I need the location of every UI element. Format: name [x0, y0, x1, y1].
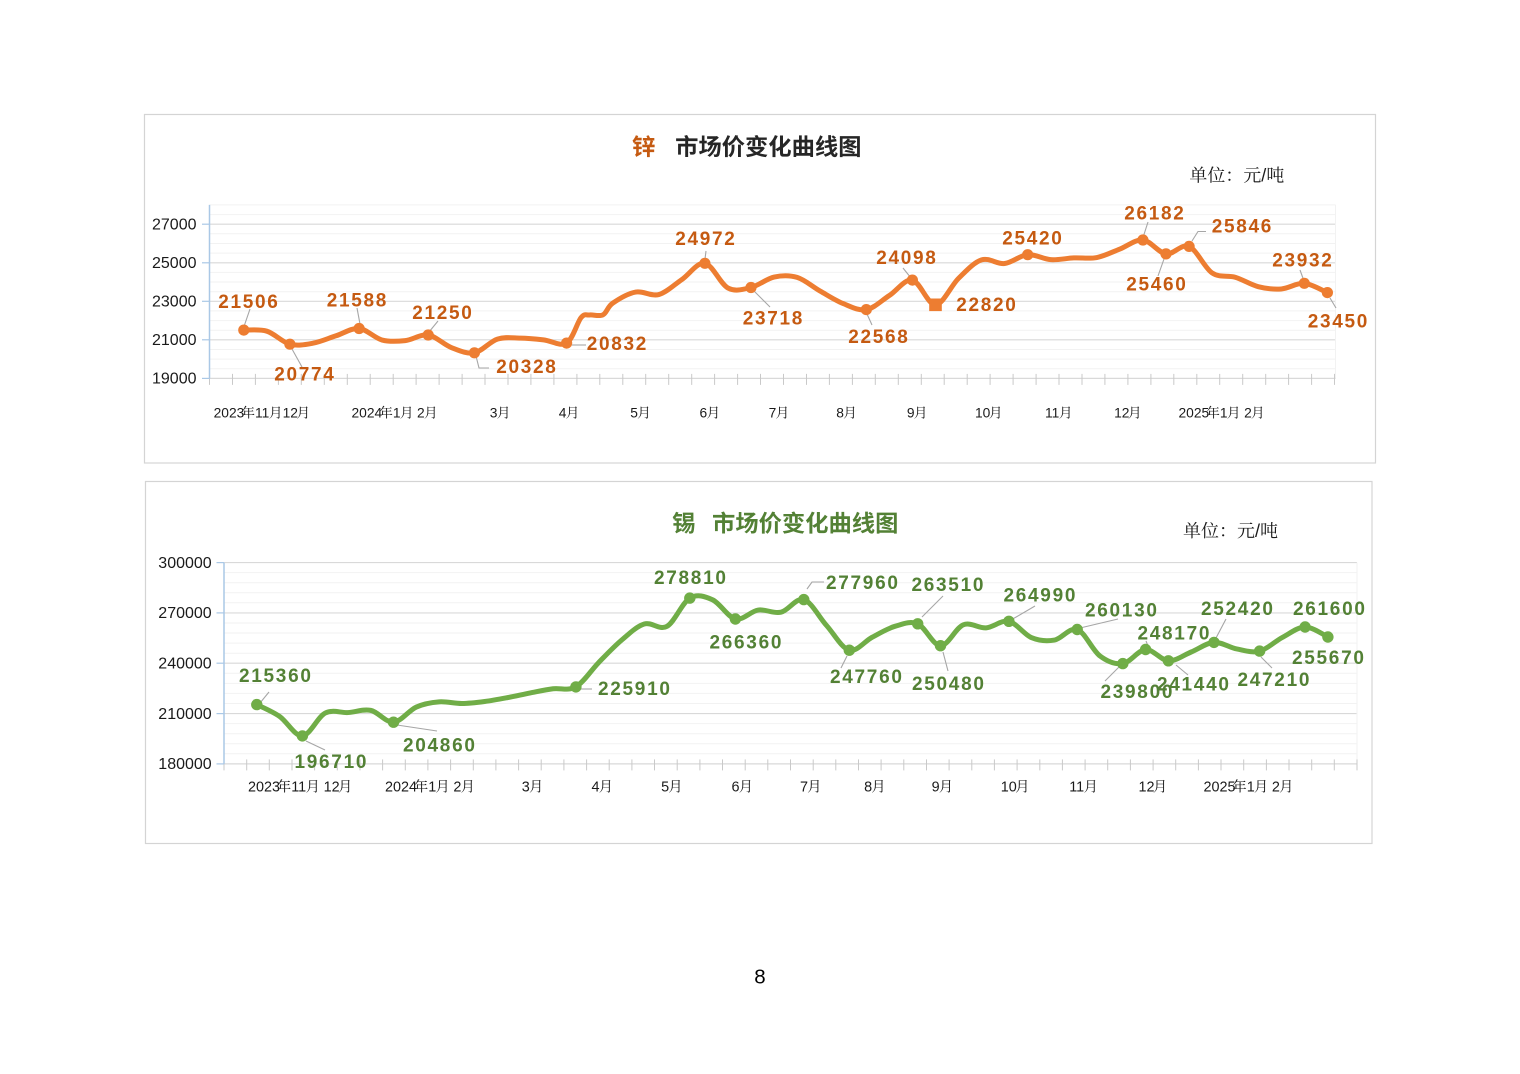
svg-text:2024: 2024 [385, 780, 417, 796]
svg-text:248170: 248170 [1138, 624, 1212, 645]
svg-text:1: 1 [428, 780, 436, 796]
svg-text:300000: 300000 [158, 555, 211, 572]
svg-text:21250: 21250 [412, 303, 473, 324]
svg-text:20774: 20774 [274, 365, 335, 386]
svg-text:215360: 215360 [239, 666, 313, 687]
svg-text:2025: 2025 [1204, 780, 1236, 796]
svg-text:252420: 252420 [1201, 599, 1275, 620]
svg-text:/: / [1255, 521, 1260, 541]
svg-text:2: 2 [1272, 780, 1280, 796]
svg-text:27000: 27000 [152, 217, 197, 234]
svg-text:25420: 25420 [1002, 229, 1063, 250]
svg-text:23450: 23450 [1308, 312, 1369, 333]
svg-text:12: 12 [324, 780, 340, 796]
svg-text:3: 3 [522, 780, 530, 796]
svg-text:5: 5 [661, 780, 669, 796]
svg-text:21588: 21588 [327, 291, 388, 312]
svg-text:261600: 261600 [1293, 599, 1367, 620]
svg-text:11: 11 [1045, 406, 1059, 421]
svg-text:9: 9 [932, 780, 940, 796]
svg-text:6: 6 [732, 780, 740, 796]
svg-text:19000: 19000 [152, 371, 197, 388]
svg-text:21000: 21000 [152, 332, 197, 349]
svg-text:2025: 2025 [1179, 406, 1210, 421]
svg-text:20328: 20328 [496, 357, 557, 378]
svg-text:10: 10 [975, 406, 991, 421]
svg-text:247210: 247210 [1238, 670, 1312, 691]
svg-text:6: 6 [700, 406, 708, 421]
svg-text:260130: 260130 [1085, 601, 1159, 622]
svg-text:8: 8 [836, 406, 844, 421]
svg-text:240000: 240000 [158, 656, 211, 673]
svg-text:9: 9 [907, 406, 915, 421]
svg-text:23932: 23932 [1272, 251, 1333, 272]
svg-text:26182: 26182 [1124, 204, 1185, 225]
svg-text:22820: 22820 [956, 295, 1017, 316]
svg-text:5: 5 [630, 406, 638, 421]
svg-text:196710: 196710 [295, 752, 369, 773]
svg-text:278810: 278810 [654, 568, 728, 589]
svg-text:8: 8 [864, 780, 872, 796]
svg-text:3: 3 [490, 406, 498, 421]
svg-text:239800: 239800 [1101, 682, 1175, 703]
svg-text:25846: 25846 [1212, 217, 1273, 238]
svg-text:12: 12 [283, 406, 298, 421]
svg-text:277960: 277960 [826, 573, 900, 594]
svg-text:264990: 264990 [1004, 586, 1078, 607]
svg-text:204860: 204860 [403, 736, 477, 757]
svg-text:270000: 270000 [158, 605, 211, 622]
svg-text:2: 2 [417, 406, 425, 421]
svg-text:241440: 241440 [1157, 675, 1231, 696]
svg-text:24098: 24098 [876, 248, 937, 269]
svg-text:247760: 247760 [830, 667, 904, 688]
svg-text:7: 7 [769, 406, 777, 421]
svg-text:210000: 210000 [158, 706, 211, 723]
svg-text:12: 12 [1139, 780, 1155, 796]
svg-text:2023: 2023 [248, 780, 280, 796]
svg-text:180000: 180000 [158, 756, 211, 773]
svg-text:2: 2 [1244, 406, 1252, 421]
svg-text:25460: 25460 [1126, 275, 1187, 296]
svg-text:12: 12 [1114, 406, 1129, 421]
svg-text:23000: 23000 [152, 294, 197, 311]
svg-text:23718: 23718 [743, 309, 804, 330]
svg-text:/: / [1261, 166, 1266, 186]
svg-text:11: 11 [255, 406, 269, 421]
svg-text:1: 1 [1247, 780, 1255, 796]
svg-text:11: 11 [1069, 780, 1084, 796]
svg-text:4: 4 [592, 780, 600, 796]
svg-text:11: 11 [291, 780, 306, 796]
svg-text:266360: 266360 [710, 633, 784, 654]
svg-text:2: 2 [453, 780, 461, 796]
svg-text:7: 7 [800, 780, 808, 796]
svg-text:21506: 21506 [218, 292, 279, 313]
svg-text:22568: 22568 [848, 327, 909, 348]
svg-text:24972: 24972 [675, 229, 736, 250]
svg-text:2023: 2023 [214, 406, 245, 421]
svg-text:8: 8 [754, 966, 765, 989]
svg-text:1: 1 [1220, 406, 1228, 421]
svg-text:250480: 250480 [912, 674, 986, 695]
svg-text:263510: 263510 [912, 575, 986, 596]
svg-text:225910: 225910 [598, 679, 672, 700]
svg-text:1: 1 [393, 406, 401, 421]
svg-text:10: 10 [1001, 780, 1017, 796]
svg-text:255670: 255670 [1292, 648, 1366, 669]
svg-text:20832: 20832 [587, 334, 648, 355]
svg-text:25000: 25000 [152, 255, 197, 272]
svg-text:2024: 2024 [352, 406, 383, 421]
svg-text:4: 4 [559, 406, 567, 421]
